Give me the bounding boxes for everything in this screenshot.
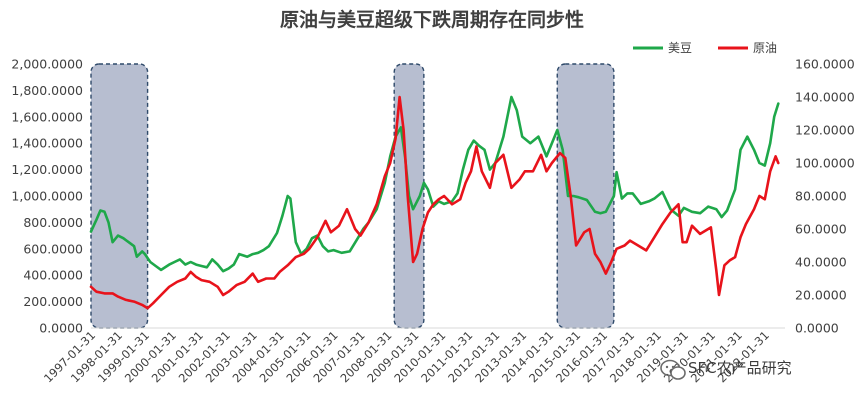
y-left-tick-label: 200.0000 <box>23 294 83 309</box>
y-right-tick-label: 60.0000 <box>795 222 847 237</box>
y-axis-right: 160.0000 140.0000 120.0000 100.0000 80.0000 6… <box>795 57 855 336</box>
y-right-tick-label: 0.0000 <box>795 321 839 336</box>
y-left-tick-label: 2,000.0000 <box>11 57 83 72</box>
x-axis: 1997-01-311998-01-311999-01-312000-01-31… <box>41 328 772 385</box>
y-right-tick-label: 160.0000 <box>795 57 855 72</box>
highlight-period-3 <box>556 63 615 329</box>
y-axis-left: 2,000.0000 1,800.0000 1,600.0000 1,400.0000… <box>11 57 83 336</box>
y-right-tick-label: 40.0000 <box>795 255 847 270</box>
y-right-tick-label: 100.0000 <box>795 156 855 171</box>
legend-label: 美豆 <box>668 41 692 55</box>
legend-label: 原油 <box>753 41 777 55</box>
y-left-tick-label: 1,400.0000 <box>11 136 83 151</box>
y-left-tick-label: 800.0000 <box>23 215 83 230</box>
y-left-tick-label: 0.0000 <box>39 321 83 336</box>
chart-title: 原油与美豆超级下跌周期存在同步性 <box>280 8 584 31</box>
y-left-tick-label: 1,000.0000 <box>11 189 83 204</box>
y-right-tick-label: 120.0000 <box>795 123 855 138</box>
y-left-tick-label: 1,200.0000 <box>11 162 83 177</box>
y-right-tick-label: 80.0000 <box>795 189 847 204</box>
y-left-tick-label: 1,600.0000 <box>11 109 83 124</box>
watermark: SFC农产品研究 <box>660 359 792 380</box>
watermark-text: SFC农产品研究 <box>688 359 792 377</box>
y-left-tick-label: 400.0000 <box>23 268 83 283</box>
highlight-period-1 <box>90 63 149 329</box>
legend: 美豆 原油 <box>633 41 777 55</box>
series-layer <box>89 95 780 310</box>
y-left-tick-label: 1,800.0000 <box>11 83 83 98</box>
series-line-soybean <box>89 95 780 273</box>
y-right-tick-label: 20.0000 <box>795 288 847 303</box>
y-left-tick-label: 600.0000 <box>23 241 83 256</box>
series-line-crude-oil <box>89 95 780 310</box>
y-right-tick-label: 140.0000 <box>795 90 855 105</box>
wechat-icon <box>660 359 686 380</box>
